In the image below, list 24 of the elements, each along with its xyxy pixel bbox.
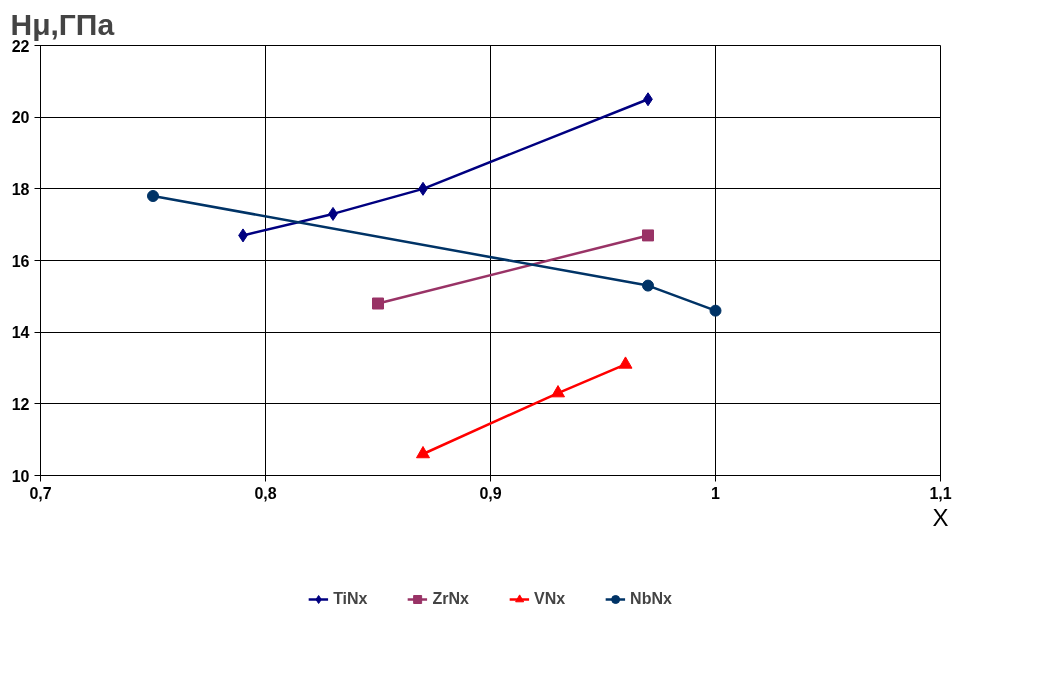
point xyxy=(642,279,654,292)
x-tick-label: 1,1 xyxy=(929,484,952,502)
y-tick-label: 12 xyxy=(11,395,30,413)
point xyxy=(416,445,430,459)
point xyxy=(551,385,565,398)
legend-label: TiNx xyxy=(333,589,368,608)
legend-label: NbNx xyxy=(630,589,672,608)
x-tick-label: 0,7 xyxy=(29,484,52,502)
x-tick-label: 0,9 xyxy=(479,484,502,502)
point xyxy=(709,304,722,317)
legend-label: VNx xyxy=(533,589,566,608)
y-tick-label: 10 xyxy=(11,467,30,485)
y-tick-label: 18 xyxy=(11,180,30,198)
point xyxy=(147,190,159,202)
point xyxy=(618,356,633,369)
y-tick-label: 20 xyxy=(11,109,30,127)
legend-label: ZrNx xyxy=(432,589,469,608)
x-tick-label: 1 xyxy=(711,484,721,502)
x-tick-label: 0,8 xyxy=(254,484,277,502)
point xyxy=(642,229,654,242)
y-tick-label: 14 xyxy=(11,324,30,342)
x-axis-title: X xyxy=(932,503,949,531)
y-tick-label: 16 xyxy=(11,252,30,270)
point xyxy=(372,297,384,310)
